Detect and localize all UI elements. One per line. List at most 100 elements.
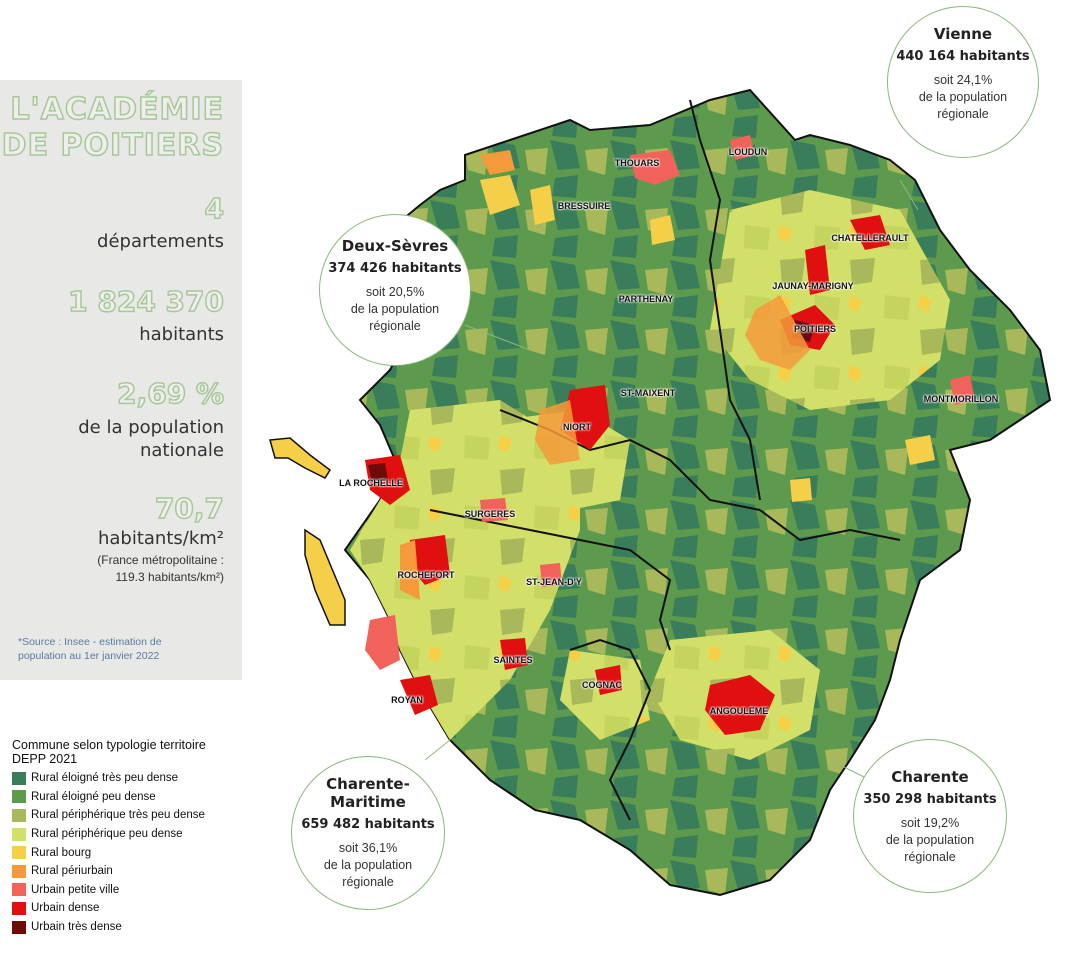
bubble-vienne: Vienne 440 164 habitants soit 24,1% de l… bbox=[887, 6, 1039, 158]
city-label-angouleme: ANGOULEME bbox=[709, 706, 769, 716]
source-note: *Source : Insee - estimation de populati… bbox=[18, 635, 228, 663]
legend-item: Urbain petite ville bbox=[12, 881, 206, 900]
dept-pop-vienne: 440 164 habitants bbox=[896, 49, 1030, 64]
stat-habitants-label: habitants bbox=[139, 324, 224, 345]
legend-swatch bbox=[12, 883, 26, 897]
dept-share-deux-sevres-line2: de la population bbox=[350, 302, 440, 316]
legend-label: Rural périphérique très peu dense bbox=[31, 809, 205, 822]
city-label-chatellerault: CHATELLERAULT bbox=[831, 233, 909, 243]
city-label-bressuire: BRESSUIRE bbox=[557, 201, 611, 211]
legend-label: Rural périphérique peu dense bbox=[31, 828, 183, 841]
city-label-thouars: THOUARS bbox=[614, 158, 660, 168]
dept-share-charente-line1: soit 19,2% bbox=[900, 816, 960, 830]
city-label-cognac: COGNAC bbox=[582, 680, 622, 690]
dept-name-charente-maritime-line1: Charente- bbox=[326, 775, 410, 793]
legend-item: Rural périphérique très peu dense bbox=[12, 806, 206, 825]
dept-pop-deux-sevres: 374 426 habitants bbox=[328, 261, 462, 276]
dept-share-deux-sevres-line3: régionale bbox=[369, 319, 421, 333]
dept-share-vienne-line2: de la population bbox=[918, 90, 1008, 104]
source-line2: population au 1er janvier 2022 bbox=[18, 650, 160, 662]
info-panel: L'ACADÉMIE DE POITIERS 4 départements 1 … bbox=[0, 80, 242, 680]
region-map: THOUARS LOUDUN BRESSUIRE CHATELLERAULT J… bbox=[250, 80, 1060, 925]
city-label-montmorillon: MONTMORILLON bbox=[923, 394, 999, 404]
legend-item: Urbain très dense bbox=[12, 918, 206, 937]
city-label-poitiers: POITIERS bbox=[793, 324, 837, 334]
stat-population-share-label: de la population nationale bbox=[78, 417, 224, 461]
dept-name-charente: Charente bbox=[891, 768, 969, 786]
legend-items: Rural éloigné très peu dense Rural éloign… bbox=[12, 769, 206, 936]
city-label-st-jean-dy: ST-JEAN-D'Y bbox=[526, 577, 582, 587]
legend-label: Rural éloigné peu dense bbox=[31, 790, 156, 803]
city-label-saintes: SAINTES bbox=[493, 655, 533, 665]
city-label-royan: ROYAN bbox=[391, 695, 423, 705]
legend-swatch bbox=[12, 771, 26, 785]
dept-share-charente-maritime-line3: régionale bbox=[342, 875, 394, 889]
stat-density-value: 70,7 bbox=[154, 491, 225, 526]
legend-swatch bbox=[12, 901, 26, 915]
legend-item: Rural éloigné peu dense bbox=[12, 788, 206, 807]
city-label-jaunay-marigny: JAUNAY-MARIGNY bbox=[772, 281, 854, 291]
stat-departements-label: départements bbox=[97, 231, 224, 252]
legend-item: Urbain dense bbox=[12, 899, 206, 918]
dept-share-charente-maritime-line2: de la population bbox=[323, 858, 413, 872]
stat-population-share-value: 2,69 % bbox=[116, 376, 224, 411]
dept-name-deux-sevres: Deux-Sèvres bbox=[341, 237, 449, 255]
city-label-la-rochelle: LA ROCHELLE bbox=[339, 478, 403, 488]
legend-item: Rural périurbain bbox=[12, 862, 206, 881]
legend-item: Rural bourg bbox=[12, 843, 206, 862]
city-label-rochefort: ROCHEFORT bbox=[397, 570, 455, 580]
stat-density-label: habitants/km² bbox=[97, 528, 224, 549]
legend-swatch bbox=[12, 808, 26, 822]
legend-swatch bbox=[12, 920, 26, 934]
legend-title-line1: Commune selon typologie territoire bbox=[12, 738, 206, 752]
legend-label: Rural périurbain bbox=[31, 865, 113, 878]
dept-name-vienne: Vienne bbox=[933, 25, 993, 43]
dept-share-charente-maritime-line1: soit 36,1% bbox=[338, 841, 398, 855]
map-legend: Commune selon typologie territoire DEPP … bbox=[12, 738, 206, 936]
dept-share-charente-line3: régionale bbox=[904, 850, 956, 864]
legend-label: Rural bourg bbox=[31, 846, 92, 859]
academy-title-line1: L'ACADÉMIE bbox=[10, 91, 224, 128]
dept-share-deux-sevres: soit 20,5% de la population régionale bbox=[320, 284, 470, 335]
legend-swatch bbox=[12, 864, 26, 878]
dept-share-deux-sevres-line1: soit 20,5% bbox=[365, 285, 425, 299]
dept-share-charente-maritime: soit 36,1% de la population régionale bbox=[292, 840, 444, 891]
legend-swatch bbox=[12, 827, 26, 841]
stat-habitants-value: 1 824 370 bbox=[67, 284, 224, 319]
dept-name-charente-maritime: Charente- Maritime bbox=[292, 775, 444, 811]
legend-label: Rural éloigné très peu dense bbox=[31, 772, 179, 785]
dept-share-charente: soit 19,2% de la population régionale bbox=[854, 815, 1006, 866]
dept-pop-charente: 350 298 habitants bbox=[863, 792, 997, 807]
density-note-line2: 119.3 habitants/km²) bbox=[115, 570, 225, 584]
legend-title-line2: DEPP 2021 bbox=[12, 752, 78, 766]
dept-share-vienne-line1: soit 24,1% bbox=[933, 73, 993, 87]
dept-share-vienne: soit 24,1% de la population régionale bbox=[888, 72, 1038, 123]
source-line1: *Source : Insee - estimation de bbox=[18, 636, 162, 648]
academy-title: L'ACADÉMIE DE POITIERS bbox=[1, 91, 224, 164]
academy-title-line2: DE POITIERS bbox=[1, 127, 224, 164]
dept-share-charente-line2: de la population bbox=[885, 833, 975, 847]
legend-swatch bbox=[12, 846, 26, 860]
city-label-surgeres: SURGERES bbox=[464, 509, 516, 519]
city-label-loudun: LOUDUN bbox=[728, 147, 768, 157]
bubble-deux-sevres: Deux-Sèvres 374 426 habitants soit 20,5%… bbox=[319, 214, 471, 366]
map-svg bbox=[269, 88, 1052, 897]
legend-item: Rural éloigné très peu dense bbox=[12, 769, 206, 788]
stat-departements-value: 4 bbox=[204, 191, 225, 226]
city-label-niort: NIORT bbox=[563, 422, 591, 432]
dept-share-vienne-line3: régionale bbox=[937, 107, 989, 121]
dept-pop-charente-maritime: 659 482 habitants bbox=[301, 817, 435, 832]
dept-name-charente-maritime-line2: Maritime bbox=[330, 793, 406, 811]
bubble-charente-maritime: Charente- Maritime 659 482 habitants soi… bbox=[291, 756, 445, 910]
ile-de-re bbox=[269, 437, 332, 479]
ile-d-oleron bbox=[304, 528, 346, 626]
bubble-charente: Charente 350 298 habitants soit 19,2% de… bbox=[853, 739, 1007, 893]
density-note-line1: (France métropolitaine : bbox=[97, 553, 224, 567]
legend-label: Urbain dense bbox=[31, 902, 100, 915]
legend-swatch bbox=[12, 790, 26, 804]
legend-label: Urbain très dense bbox=[31, 921, 122, 934]
city-label-st-maixent: ST-MAIXENT bbox=[620, 388, 676, 398]
legend-label: Urbain petite ville bbox=[31, 883, 120, 896]
city-label-parthenay: PARTHENAY bbox=[618, 294, 674, 304]
legend-item: Rural périphérique peu dense bbox=[12, 825, 206, 844]
